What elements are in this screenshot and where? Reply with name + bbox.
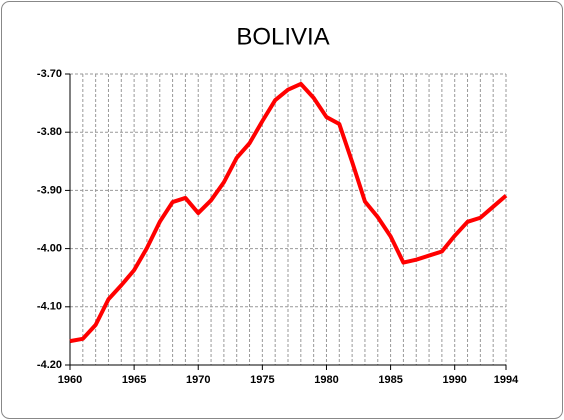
y-tick-label: -3.80: [37, 126, 62, 138]
chart-title: BOLIVIA: [236, 23, 329, 50]
x-tick-label: 1990: [442, 374, 466, 386]
y-tick-label: -3.70: [37, 68, 62, 80]
y-tick-label: -4.20: [37, 359, 62, 371]
x-tick-label: 1994: [494, 374, 519, 386]
x-tick-label: 1985: [378, 374, 402, 386]
y-tick-label: -4.10: [37, 301, 62, 313]
x-tick-label: 1970: [186, 374, 210, 386]
x-tick-label: 1975: [250, 374, 274, 386]
y-tick-label: -4.00: [37, 243, 62, 255]
y-tick-label: -3.90: [37, 184, 62, 196]
line-series: [69, 81, 508, 344]
x-tick-label: 1965: [122, 374, 146, 386]
x-tick-label: 1980: [314, 374, 338, 386]
x-tick-label: 1960: [58, 374, 82, 386]
